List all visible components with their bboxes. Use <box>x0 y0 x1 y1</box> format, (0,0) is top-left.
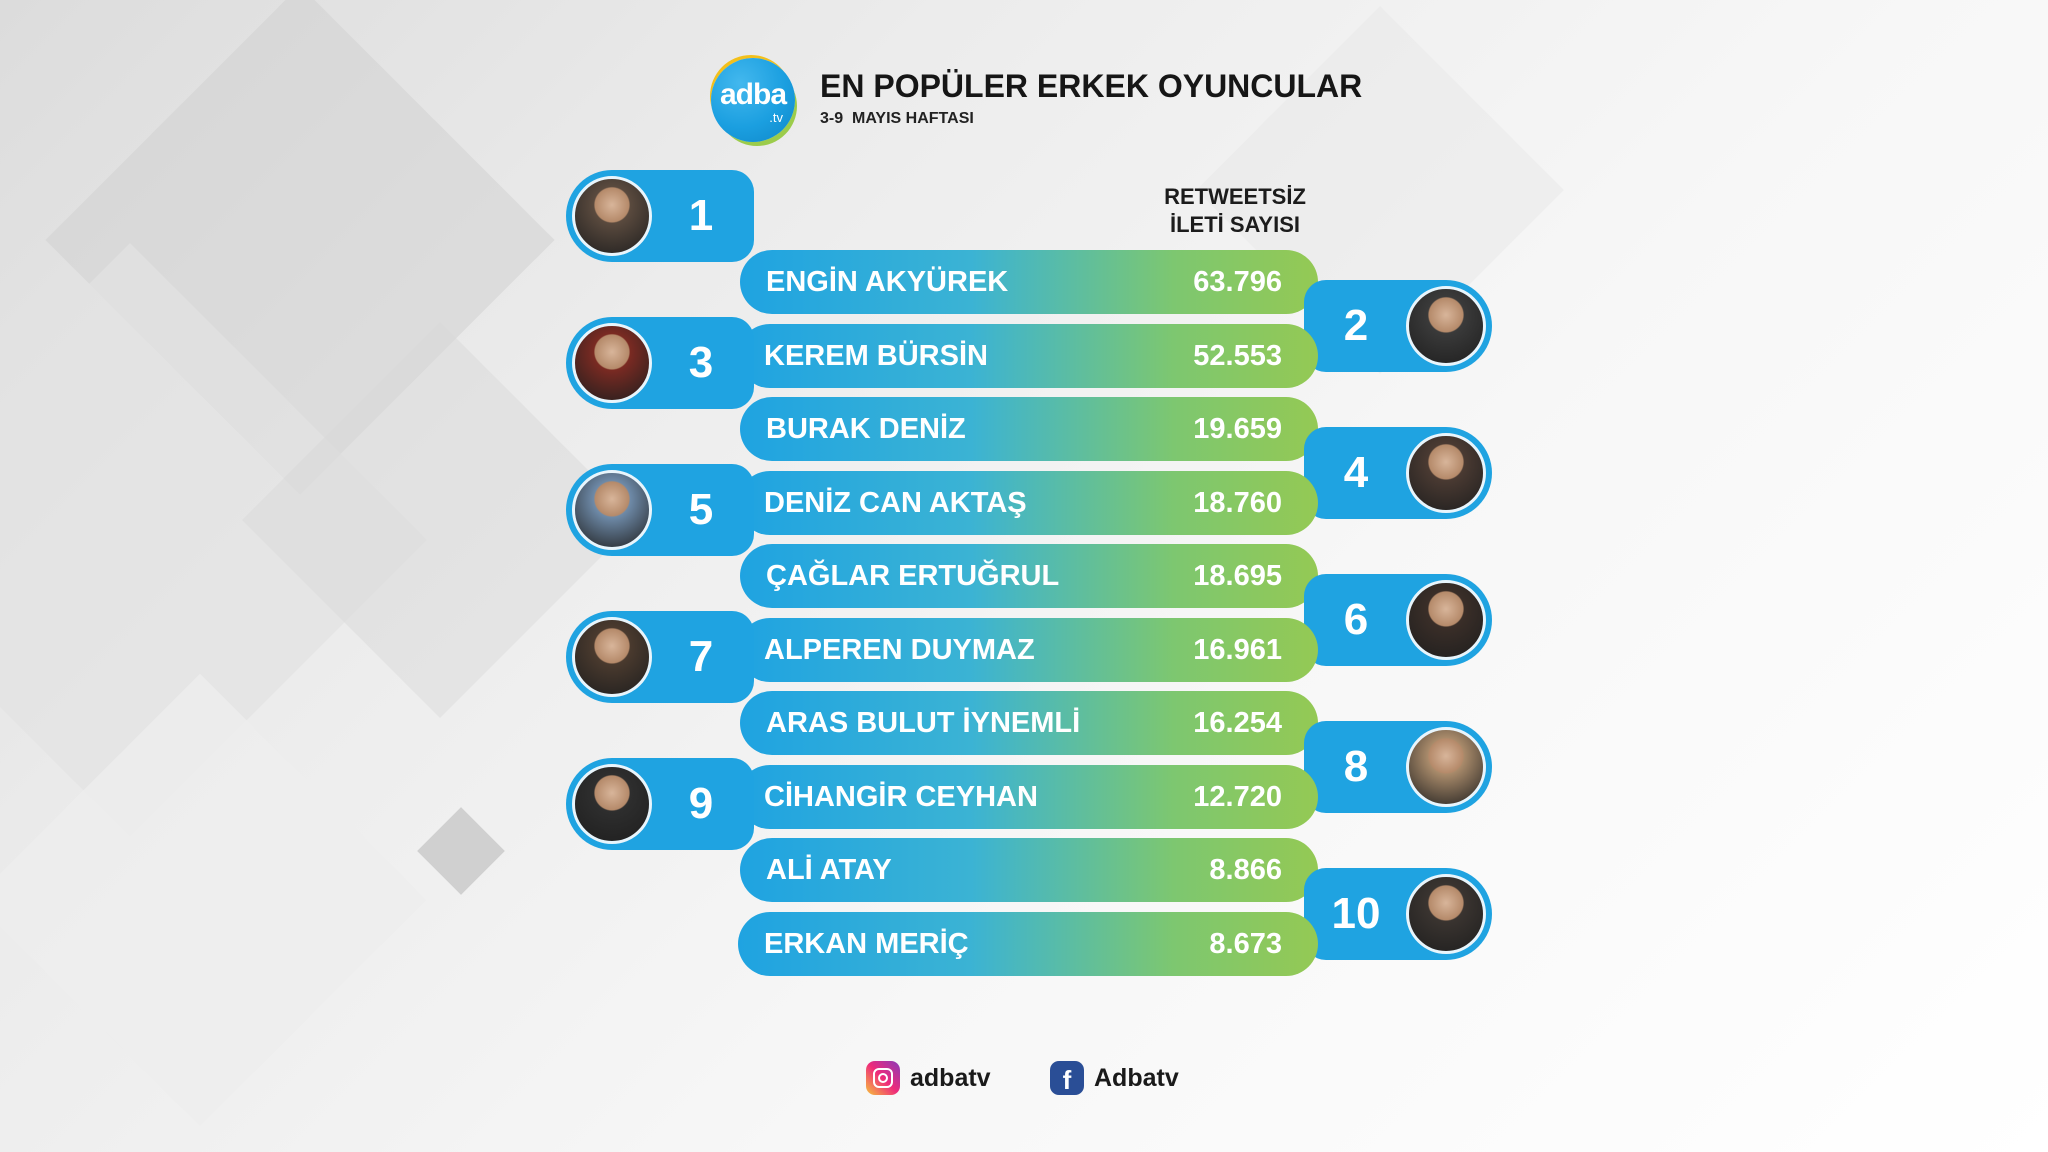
rank-number: 10 <box>1331 889 1381 938</box>
rank-tab: 2 <box>1304 280 1492 372</box>
actor-bar: KEREM BÜRSİN 52.553 <box>738 324 1318 388</box>
post-count: 8.673 <box>1209 928 1282 960</box>
post-count: 8.866 <box>1209 854 1282 886</box>
actor-name: BURAK DENİZ <box>766 413 966 445</box>
actor-avatar <box>1406 580 1486 660</box>
actor-name: ENGİN AKYÜREK <box>766 266 1009 298</box>
actor-bar: ALPEREN DUYMAZ 16.961 <box>738 618 1318 682</box>
rank-tab: 6 <box>1304 574 1492 666</box>
instagram-handle[interactable]: adbatv <box>866 1058 991 1098</box>
post-count: 18.695 <box>1193 560 1282 592</box>
actor-avatar <box>1406 433 1486 513</box>
ranking-row: 3 BURAK DENİZ 19.659 <box>0 317 2048 461</box>
chart-subtitle: 3-9 MAYIS HAFTASI <box>820 110 974 127</box>
instagram-icon <box>866 1061 900 1095</box>
chart-title: EN POPÜLER ERKEK OYUNCULAR <box>820 68 1363 104</box>
value-column-header-line2: İLETİ SAYISI <box>1169 212 1300 237</box>
rank-tab: 10 <box>1304 868 1492 960</box>
post-count: 52.553 <box>1193 340 1282 372</box>
rank-number: 3 <box>688 338 714 387</box>
post-count: 16.961 <box>1193 634 1282 666</box>
actor-bar: ALİ ATAY 8.866 <box>740 838 1318 902</box>
actor-name: ÇAĞLAR ERTUĞRUL <box>766 560 1060 592</box>
actor-name: ARAS BULUT İYNEMLİ <box>766 707 1081 739</box>
actor-avatar <box>1406 727 1486 807</box>
actor-name: ALPEREN DUYMAZ <box>764 634 1035 666</box>
adba-logo: adba .tv <box>711 58 795 142</box>
actor-bar: ENGİN AKYÜREK 63.796 <box>740 250 1318 314</box>
ranking-row: 1 ENGİN AKYÜREK 63.796 <box>0 170 2048 314</box>
rank-number: 4 <box>1343 448 1369 497</box>
facebook-handle[interactable]: f Adbatv <box>1050 1058 1179 1098</box>
rank-tab: 5 <box>566 464 754 556</box>
rank-number: 2 <box>1343 301 1369 350</box>
actor-avatar <box>1406 874 1486 954</box>
actor-avatar <box>572 764 652 844</box>
rank-tab: 8 <box>1304 721 1492 813</box>
logo-text: adba <box>719 78 787 111</box>
logo-subtext: .tv <box>769 110 783 125</box>
rank-number: 8 <box>1343 742 1369 791</box>
actor-name: ALİ ATAY <box>766 854 892 886</box>
ranking-row: 10 ERKAN MERİÇ 8.673 <box>0 868 2048 976</box>
ranking-row: 2 KEREM BÜRSİN 52.553 <box>0 280 2048 388</box>
value-column-header: RETWEETSİZ İLETİ SAYISI <box>1130 183 1340 239</box>
ranking-row: 5 ÇAĞLAR ERTUĞRUL 18.695 <box>0 464 2048 608</box>
ranking-row: 9 ALİ ATAY 8.866 <box>0 758 2048 902</box>
ranking-row: 4 DENİZ CAN AKTAŞ 18.760 <box>0 427 2048 535</box>
rank-number: 1 <box>688 191 714 240</box>
rank-number: 9 <box>688 779 714 828</box>
ranking-row: 8 CİHANGİR CEYHAN 12.720 <box>0 721 2048 829</box>
actor-name: KEREM BÜRSİN <box>764 340 988 372</box>
actor-bar: BURAK DENİZ 19.659 <box>740 397 1318 461</box>
facebook-label: Adbatv <box>1094 1063 1179 1092</box>
facebook-icon: f <box>1050 1061 1084 1095</box>
actor-avatar <box>572 323 652 403</box>
actor-avatar <box>572 176 652 256</box>
actor-bar: DENİZ CAN AKTAŞ 18.760 <box>738 471 1318 535</box>
rank-tab: 7 <box>566 611 754 703</box>
rank-tab: 1 <box>566 170 754 262</box>
instagram-label: adbatv <box>910 1063 991 1092</box>
actor-bar: ÇAĞLAR ERTUĞRUL 18.695 <box>740 544 1318 608</box>
rank-tab: 4 <box>1304 427 1492 519</box>
actor-bar: ARAS BULUT İYNEMLİ 16.254 <box>740 691 1318 755</box>
actor-bar: CİHANGİR CEYHAN 12.720 <box>738 765 1318 829</box>
ranking-row: 7 ARAS BULUT İYNEMLİ 16.254 <box>0 611 2048 755</box>
actor-name: ERKAN MERİÇ <box>764 928 969 960</box>
post-count: 12.720 <box>1193 781 1282 813</box>
rank-tab: 3 <box>566 317 754 409</box>
actor-bar: ERKAN MERİÇ 8.673 <box>738 912 1318 976</box>
actor-avatar <box>572 470 652 550</box>
rank-number: 5 <box>688 485 714 534</box>
actor-avatar <box>572 617 652 697</box>
actor-name: DENİZ CAN AKTAŞ <box>764 487 1027 519</box>
actor-name: CİHANGİR CEYHAN <box>764 781 1038 813</box>
rank-tab: 9 <box>566 758 754 850</box>
post-count: 16.254 <box>1193 707 1282 739</box>
post-count: 19.659 <box>1193 413 1282 445</box>
rank-number: 7 <box>688 632 714 681</box>
actor-avatar <box>1406 286 1486 366</box>
ranking-row: 6 ALPEREN DUYMAZ 16.961 <box>0 574 2048 682</box>
post-count: 18.760 <box>1193 487 1282 519</box>
post-count: 63.796 <box>1193 266 1282 298</box>
value-column-header-line1: RETWEETSİZ <box>1164 184 1306 209</box>
rank-number: 6 <box>1343 595 1369 644</box>
